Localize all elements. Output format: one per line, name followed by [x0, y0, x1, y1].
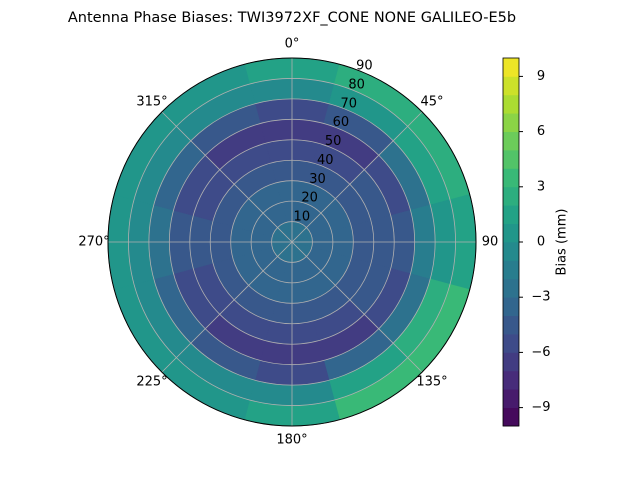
colorbar-band — [503, 150, 519, 169]
theta-tick-label: 0° — [285, 37, 300, 52]
r-tick-label: 50 — [325, 134, 342, 149]
colorbar-band — [503, 205, 519, 224]
colorbar-band — [503, 76, 519, 96]
colorbar-band — [503, 407, 519, 427]
theta-tick-label: 45° — [420, 94, 443, 109]
colorbar-band — [503, 352, 519, 372]
colorbar-band — [503, 297, 519, 316]
r-tick-label: 30 — [309, 172, 326, 187]
theta-tick-label: 315° — [136, 94, 167, 109]
colorbar-band — [503, 260, 519, 280]
r-tick-label: 20 — [301, 191, 318, 206]
colorbar-band — [503, 58, 519, 77]
chart-title: Antenna Phase Biases: TWI3972XF_CONE NON… — [68, 10, 516, 26]
colorbar-band — [503, 113, 519, 132]
colorbar-band — [503, 223, 519, 243]
colorbar-band — [503, 242, 519, 261]
colorbar-band — [503, 186, 519, 206]
theta-tick-label: 225° — [136, 375, 167, 390]
colorbar-band — [503, 131, 519, 151]
r-tick-label: 90 — [356, 59, 373, 74]
r-tick-label: 10 — [294, 210, 311, 225]
colorbar-band — [503, 389, 519, 408]
grid-spoke — [291, 111, 423, 243]
colorbar-band — [503, 94, 519, 114]
colorbar-band — [503, 168, 519, 188]
colorbar-band — [503, 370, 519, 390]
colorbar-band — [503, 278, 519, 298]
grid-spoke — [161, 111, 293, 243]
theta-tick-label: 180° — [276, 433, 307, 448]
theta-tick-label: 90 — [482, 235, 499, 250]
r-tick-label: 60 — [333, 115, 350, 130]
colorbar-band — [503, 315, 519, 335]
grid-spoke — [161, 241, 293, 373]
colorbar-label: Bias (mm) — [555, 209, 570, 276]
theta-tick-label: 270° — [78, 235, 109, 250]
colorbar-tick-label: −6 — [531, 345, 550, 360]
colorbar-tick-label: −9 — [531, 400, 550, 415]
theta-tick-label: 135° — [416, 375, 447, 390]
grid-spoke — [291, 241, 423, 373]
polar-frame — [107, 57, 477, 427]
colorbar-tick-label: 3 — [537, 179, 545, 194]
colorbar-tick-label: 6 — [537, 124, 545, 139]
colorbar-tick-label: 0 — [537, 235, 545, 250]
colorbar-tick-label: −3 — [531, 290, 550, 305]
r-tick-label: 80 — [348, 77, 365, 92]
r-tick-label: 40 — [317, 153, 334, 168]
colorbar-tick-label: 9 — [537, 69, 545, 84]
r-tick-label: 70 — [340, 96, 357, 111]
colorbar-band — [503, 334, 519, 353]
